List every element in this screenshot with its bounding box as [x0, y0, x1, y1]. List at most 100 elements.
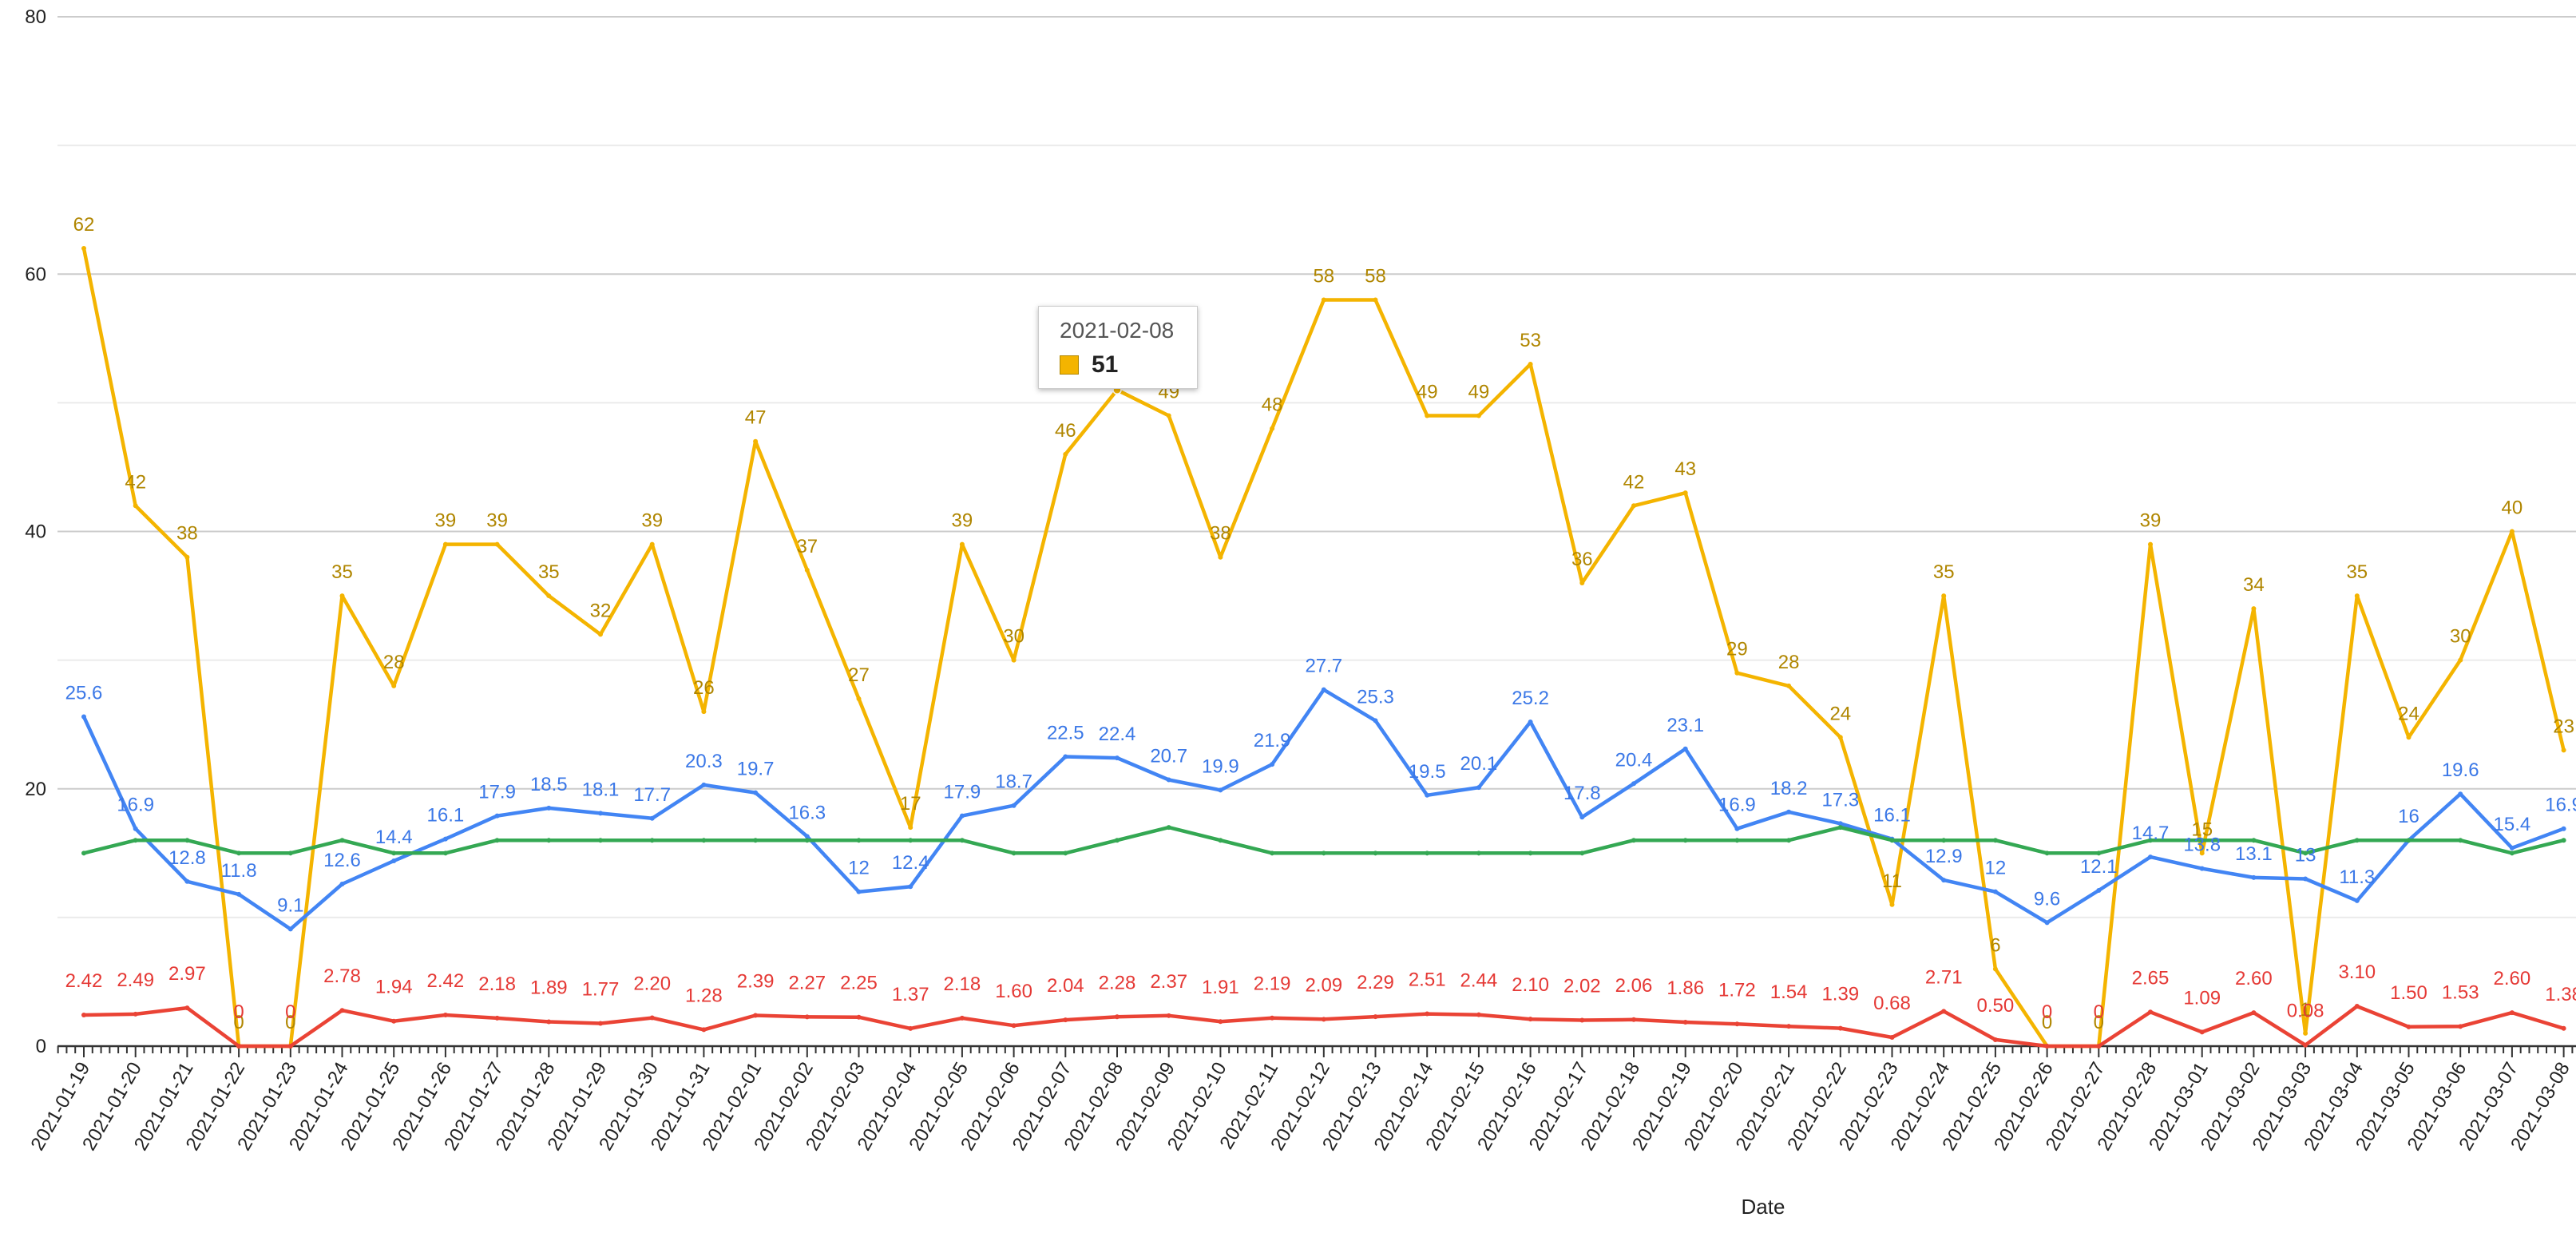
series-1-data-label: 16	[2398, 806, 2419, 827]
series-0-point	[1528, 362, 1533, 367]
series-2-point	[959, 838, 965, 843]
series-1-data-label: 12	[1985, 858, 2007, 879]
series-3-point	[753, 1013, 759, 1018]
series-2-point	[1786, 838, 1792, 843]
series-2-point	[2148, 838, 2153, 843]
series-1-point	[391, 858, 397, 863]
series-1-point	[1992, 889, 1998, 894]
series-3-data-label: 2.06	[1615, 975, 1653, 997]
series-3-data-label: 0	[2042, 1001, 2052, 1023]
series-1-data-label: 16.9	[1718, 795, 1756, 816]
series-3-data-label: 1.09	[2183, 987, 2221, 1009]
series-1-data-label: 14.4	[375, 827, 413, 848]
series-3-point	[546, 1019, 552, 1025]
series-3-data-label: 2.60	[2235, 968, 2273, 989]
series-1-data-label: 11.3	[2339, 866, 2375, 888]
series-1-point	[1528, 719, 1533, 724]
series-1-point	[753, 790, 759, 795]
series-3-data-label: 2.37	[1150, 971, 1187, 993]
series-3-data-label: 1.37	[892, 984, 929, 1005]
series-0-point	[959, 541, 965, 547]
series-1-point	[1579, 815, 1585, 820]
series-1-point	[2303, 876, 2308, 882]
series-1-point	[1476, 785, 1481, 791]
series-1-data-label: 17.9	[478, 782, 516, 803]
series-1-data-label: 17.3	[1821, 789, 1859, 811]
series-0-data-label: 35	[331, 561, 353, 583]
series-1-data-label: 22.4	[1099, 724, 1136, 745]
series-2-point	[1425, 850, 1430, 856]
series-3-data-label: 2.10	[1512, 974, 1549, 996]
series-0-point	[1270, 426, 1275, 431]
series-1-point	[1631, 781, 1636, 787]
series-2-point	[1941, 838, 1947, 843]
series-1-data-label: 18.2	[1770, 778, 1808, 799]
tooltip-row: 51	[1060, 351, 1176, 379]
series-0-point	[1476, 413, 1481, 418]
series-3-point	[598, 1021, 603, 1026]
series-0-data-label: 53	[1520, 330, 1541, 351]
series-0-point	[598, 632, 603, 637]
series-0-point	[339, 593, 345, 599]
series-2-point	[1270, 850, 1275, 856]
tooltip-value: 51	[1092, 351, 1119, 378]
series-1-point	[1786, 809, 1792, 815]
series-0-point	[1011, 657, 1017, 663]
series-2-point	[339, 838, 345, 843]
series-2-point	[1889, 838, 1895, 843]
series-3-point	[959, 1015, 965, 1021]
series-0-data-label: 47	[745, 407, 767, 429]
y-tick-label: 40	[25, 521, 46, 543]
series-1-data-label: 16.9	[117, 795, 154, 816]
series-1-data-label: 25.6	[65, 683, 103, 704]
series-1-point	[1166, 777, 1171, 783]
series-2-point	[494, 838, 500, 843]
series-0-data-label: 6	[1990, 934, 2000, 956]
series-0-data-label: 15	[2191, 819, 2213, 840]
series-3-data-label: 0	[2094, 1001, 2104, 1023]
series-0-data-label: 58	[1365, 265, 1386, 287]
series-3-data-label: 2.71	[1925, 966, 1963, 988]
series-3-point	[81, 1013, 86, 1018]
series-0-point	[1218, 554, 1223, 560]
series-3-data-label: 2.97	[168, 963, 206, 985]
series-3-data-label: 0.50	[1977, 995, 2015, 1017]
series-1-point	[494, 813, 500, 819]
series-3-point	[2561, 1025, 2566, 1031]
series-1-point	[1837, 821, 1843, 827]
series-0-data-label: 35	[2346, 561, 2368, 583]
series-0-data-label: 35	[1933, 561, 1955, 583]
series-3-point	[1166, 1013, 1171, 1018]
series-3-point	[1321, 1017, 1326, 1022]
series-0-data-label: 28	[383, 652, 405, 673]
series-1-point	[287, 926, 293, 932]
series-1-data-label: 22.5	[1047, 722, 1084, 743]
series-2-point	[2096, 850, 2102, 856]
series-3-point	[908, 1025, 913, 1031]
tooltip-date: 2021-02-08	[1060, 318, 1175, 343]
series-0-point	[1321, 297, 1326, 303]
series-0-point	[1837, 735, 1843, 740]
series-1-data-label: 21.9	[1254, 730, 1291, 751]
series-3-point	[1373, 1014, 1378, 1020]
series-3-data-label: 1.72	[1718, 979, 1756, 1001]
series-0-point	[2199, 850, 2205, 856]
series-0-data-label: 30	[2450, 626, 2471, 648]
x-axis-title: Date	[1742, 1195, 1785, 1219]
series-0-data-label: 17	[900, 793, 921, 815]
series-0-data-label: 29	[1726, 639, 1748, 660]
series-0-data-label: 39	[435, 510, 457, 532]
series-3-point	[1786, 1024, 1792, 1029]
series-0-point	[1063, 451, 1068, 457]
series-3-line	[81, 1004, 2566, 1049]
series-1-data-label: 12.6	[323, 850, 361, 871]
y-tick-label: 80	[25, 6, 46, 28]
series-0-data-label: 11	[1882, 870, 1902, 892]
series-1-point	[1941, 878, 1947, 883]
series-1-point	[1425, 792, 1430, 798]
series-1-data-label: 20.1	[1460, 753, 1498, 775]
series-3-point	[2199, 1029, 2205, 1035]
series-1-point	[2044, 920, 2050, 926]
series-1-point	[133, 826, 138, 831]
series-2-point	[701, 838, 707, 843]
